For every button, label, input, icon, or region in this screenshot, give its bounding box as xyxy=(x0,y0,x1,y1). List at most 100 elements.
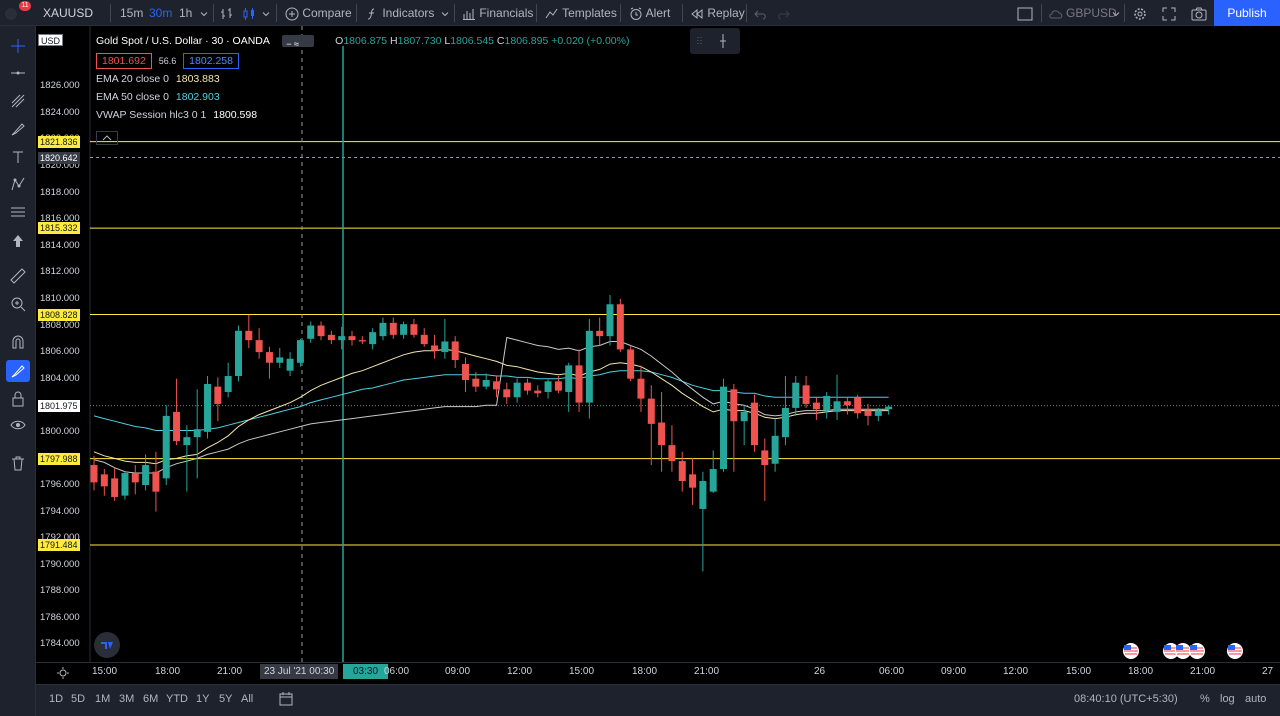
pattern-icon[interactable] xyxy=(6,173,30,195)
candle-body xyxy=(379,322,387,337)
gear-icon[interactable] xyxy=(1132,0,1148,26)
arrow-up-icon[interactable] xyxy=(6,230,30,252)
templates-button[interactable]: Templates xyxy=(545,0,617,26)
tradingview-logo[interactable] xyxy=(94,632,120,658)
time-axis[interactable]: 15:00 18:00 21:00 23 Jul '21 00:30 03:30… xyxy=(36,662,1280,682)
trend-line-icon[interactable] xyxy=(6,62,30,84)
candle-body xyxy=(740,411,748,422)
separator xyxy=(1041,4,1042,22)
log-toggle[interactable]: log xyxy=(1220,693,1235,705)
interval-15m[interactable]: 15m xyxy=(120,6,144,20)
price-tick-label: 1790.000 xyxy=(40,558,80,570)
replay-button[interactable]: Replay xyxy=(690,0,745,26)
publish-button[interactable]: Publish xyxy=(1214,0,1280,26)
candle-body xyxy=(307,325,315,339)
bar-style-icon[interactable] xyxy=(220,0,234,26)
clock-display[interactable]: 08:40:10 (UTC+5:30) xyxy=(1074,693,1178,705)
sun-icon[interactable] xyxy=(56,666,70,683)
series-controls[interactable]: − ≈ xyxy=(282,35,315,49)
ruler-icon[interactable] xyxy=(6,265,30,287)
candle-body xyxy=(482,380,490,387)
redo-icon[interactable] xyxy=(776,0,790,26)
compare-button[interactable]: Compare xyxy=(285,0,352,26)
financials-button[interactable]: Financials xyxy=(462,0,533,26)
range-all[interactable]: All xyxy=(241,693,254,705)
us-flag-icon[interactable] xyxy=(1188,642,1206,663)
separator xyxy=(620,4,621,22)
stay-in-drawing-icon[interactable] xyxy=(6,360,30,382)
range-1m[interactable]: 1M xyxy=(95,693,111,705)
range-1d[interactable]: 1D xyxy=(49,693,64,705)
separator xyxy=(356,4,357,22)
interval-30m[interactable]: 30m xyxy=(149,6,173,20)
interval-1h[interactable]: 1h xyxy=(179,6,193,20)
text-icon[interactable] xyxy=(6,146,30,168)
zoom-icon[interactable] xyxy=(6,293,30,315)
candle-body xyxy=(255,340,263,353)
price-chart[interactable] xyxy=(36,26,1280,662)
top-toolbar: 11 XAUUSD 15m 30m 1h Compare Indicators … xyxy=(0,0,1280,26)
templates-icon xyxy=(545,8,558,19)
range-ytd[interactable]: YTD xyxy=(166,693,188,705)
layout-icon[interactable] xyxy=(1017,0,1033,26)
us-flag-icon[interactable] xyxy=(1226,642,1244,663)
price-tick-label: 1824.000 xyxy=(40,106,80,118)
chevron-down-icon[interactable] xyxy=(200,0,208,26)
sell-button[interactable]: 1801.692 xyxy=(96,53,152,69)
symbol-search[interactable]: XAUUSD xyxy=(43,6,94,20)
magnet-icon[interactable] xyxy=(6,331,30,353)
eye-icon[interactable] xyxy=(6,414,30,436)
price-tick-label: 1820.000 xyxy=(40,160,80,172)
range-1y[interactable]: 1Y xyxy=(196,693,210,705)
camera-icon[interactable] xyxy=(1191,0,1207,26)
brush-icon[interactable] xyxy=(6,118,30,140)
time-label: 06:00 xyxy=(879,666,905,677)
us-flag-icon[interactable] xyxy=(1174,642,1192,663)
time-label: 15:00 xyxy=(1066,666,1092,677)
crosshair-icon[interactable] xyxy=(6,35,30,57)
chevron-down-icon[interactable] xyxy=(262,0,270,26)
candle-body xyxy=(121,473,129,496)
auto-toggle[interactable]: auto xyxy=(1245,693,1267,705)
candle-body xyxy=(234,330,242,377)
percent-toggle[interactable]: % xyxy=(1200,693,1210,705)
alert-button[interactable]: Alert xyxy=(629,0,670,26)
chart-pane[interactable]: 1826.0001824.0001822.0001820.0001818.000… xyxy=(36,26,1280,676)
us-flag-icon[interactable] xyxy=(1122,642,1140,663)
date-range-icon[interactable] xyxy=(278,691,294,710)
trade-row: 1801.692 56.6 1802.258 xyxy=(96,52,629,70)
vwap-legend[interactable]: VWAP Session hlc3 0 1 1800.598 xyxy=(96,109,258,121)
floating-drawing-toolbar[interactable] xyxy=(690,28,740,54)
candle-body xyxy=(709,469,717,492)
ema20-legend[interactable]: EMA 20 close 0 1803.883 xyxy=(96,73,220,85)
separator xyxy=(454,4,455,22)
price-tick-label: 1814.000 xyxy=(40,239,80,251)
lock-icon[interactable] xyxy=(6,388,30,410)
prediction-icon[interactable] xyxy=(6,201,30,223)
ema50-legend[interactable]: EMA 50 close 0 1802.903 xyxy=(96,91,220,103)
chevron-down-icon[interactable] xyxy=(1112,0,1120,26)
cloud-icon[interactable] xyxy=(1048,0,1064,26)
collapse-legend-button[interactable] xyxy=(96,131,118,145)
range-5d[interactable]: 5D xyxy=(71,693,86,705)
chevron-down-icon[interactable] xyxy=(441,0,449,26)
fib-tool-icon[interactable] xyxy=(6,90,30,112)
fullscreen-icon[interactable] xyxy=(1162,0,1176,26)
candle-body xyxy=(276,357,284,363)
candle-body xyxy=(730,389,738,422)
candles-icon[interactable] xyxy=(242,0,256,26)
indicators-button[interactable]: Indicators xyxy=(365,0,434,26)
layout-name[interactable]: GBPUSD xyxy=(1066,6,1117,20)
currency-selector[interactable]: USD xyxy=(38,34,64,46)
range-3m[interactable]: 3M xyxy=(119,693,135,705)
range-5y[interactable]: 5Y xyxy=(219,693,233,705)
hamburger-icon[interactable] xyxy=(4,0,18,26)
buy-button[interactable]: 1802.258 xyxy=(183,53,239,69)
trash-icon[interactable] xyxy=(6,452,30,474)
candle-body xyxy=(245,330,253,341)
candle-body xyxy=(358,340,366,342)
undo-icon[interactable] xyxy=(754,0,768,26)
range-6m[interactable]: 6M xyxy=(143,693,159,705)
candle-body xyxy=(885,406,893,410)
indicators-label: Indicators xyxy=(382,6,435,20)
